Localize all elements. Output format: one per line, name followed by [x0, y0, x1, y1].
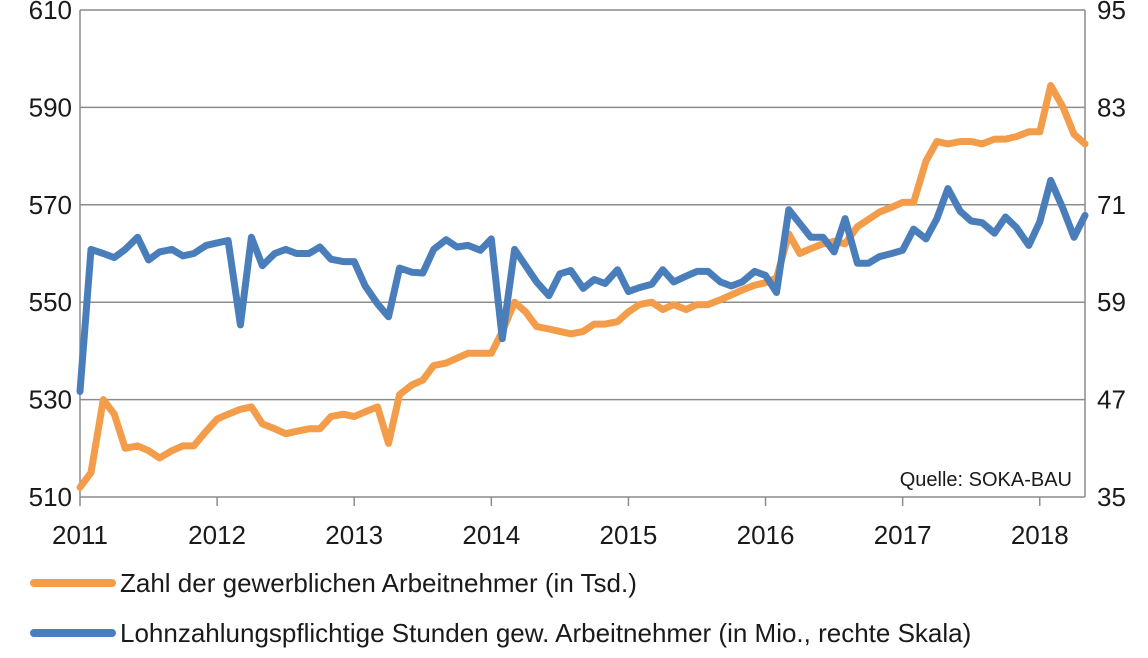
y-right-tick-label: 59: [1097, 287, 1126, 317]
x-tick-label: 2012: [188, 520, 246, 550]
y-left-tick-label: 610: [29, 0, 72, 25]
series-line-stunden: [76, 176, 1089, 395]
tick-layer: 510 530 550 570 590 610 35 47 59 71 83 95 2011 2012 20…: [29, 0, 1126, 550]
x-tick-label: 2013: [325, 520, 383, 550]
y-left-tick-label: 530: [29, 385, 72, 415]
axis-layer: [79, 10, 1086, 506]
x-tick-label: 2011: [52, 520, 108, 550]
legend-layer: Zahl der gewerblichen Arbeitnehmer (in T…: [30, 568, 971, 648]
source-note: Quelle: SOKA-BAU: [900, 469, 1072, 491]
y-left-tick-label: 550: [29, 287, 72, 317]
y-right-tick-label: 95: [1097, 0, 1126, 25]
y-left-tick-label: 590: [29, 92, 72, 122]
y-right-tick-label: 83: [1097, 92, 1126, 122]
legend-label: Zahl der gewerblichen Arbeitnehmer (in T…: [120, 568, 637, 598]
x-tick-label: 2014: [462, 520, 520, 550]
y-left-tick-label: 570: [29, 190, 72, 220]
y-right-tick-label: 71: [1097, 190, 1126, 220]
y-right-tick-label: 47: [1097, 385, 1126, 415]
y-right-tick-label: 35: [1097, 482, 1126, 512]
series-layer: [76, 82, 1089, 491]
series-line-arbeitnehmer: [76, 82, 1089, 491]
x-tick-label: 2015: [600, 520, 658, 550]
y-left-tick-label: 510: [29, 482, 72, 512]
x-tick-label: 2016: [737, 520, 795, 550]
x-tick-label: 2018: [1011, 520, 1069, 550]
legend-label: Lohnzahlungspflichtige Stunden gew. Arbe…: [120, 618, 971, 648]
x-tick-label: 2017: [874, 520, 932, 550]
grid-layer: [80, 9, 1085, 498]
